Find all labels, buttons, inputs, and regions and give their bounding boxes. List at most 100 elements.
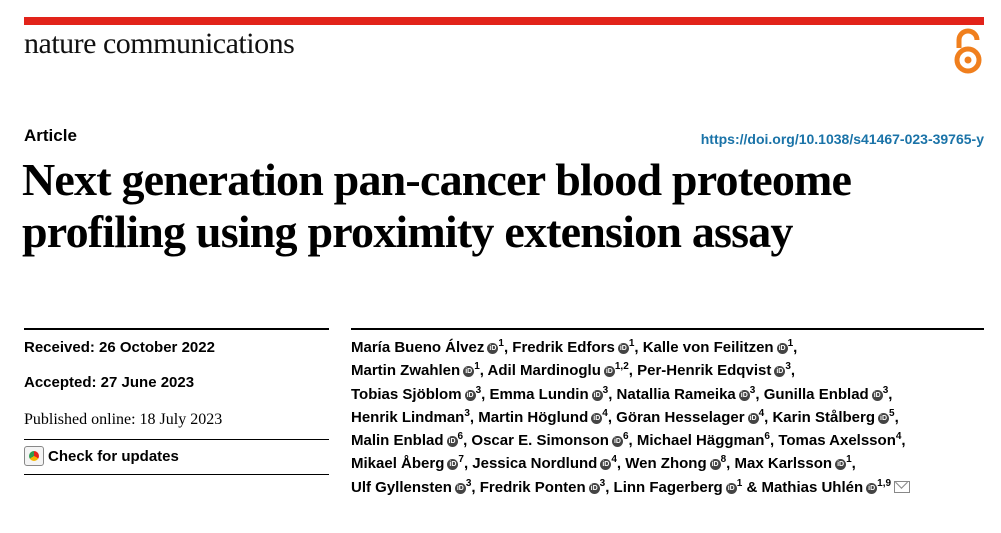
author-name[interactable]: Tobias Sjöblom iD 3 [351, 384, 482, 403]
author-name-text: Adil Mardinoglu [487, 362, 601, 380]
affiliation-marker: 3 [602, 384, 609, 396]
orcid-icon[interactable]: iD [774, 366, 786, 378]
author-name[interactable]: Fredrik Edfors iD 1 [512, 338, 635, 357]
open-access-icon[interactable] [950, 28, 986, 74]
right-top-rule [351, 328, 984, 330]
author-name[interactable]: Linn Fagerberg iD 1 [614, 477, 743, 496]
orcid-icon[interactable]: iD [617, 343, 629, 354]
orcid-icon[interactable]: iD [871, 389, 883, 401]
title-line-2: profiling using proximity extension assa… [22, 206, 793, 257]
affiliation-marker: 6 [764, 431, 770, 443]
author-name[interactable]: Kalle von Feilitzen iD 1 [642, 339, 793, 357]
author-name-text: Karin Stålberg [772, 408, 875, 426]
title-line-1: Next generation pan-cancer blood proteom… [22, 154, 852, 205]
orcid-icon[interactable]: iD [591, 412, 603, 424]
orcid-icon[interactable]: iD [709, 459, 721, 471]
affiliation-marker: 1,9 [877, 477, 892, 489]
author-name-text: Malin Enblad [351, 432, 444, 450]
check-updates-button[interactable]: Check for updates [24, 446, 179, 466]
orcid-icon[interactable]: iD [464, 389, 476, 401]
orcid-icon[interactable]: iD [878, 412, 889, 424]
affiliation-marker: 3 [749, 384, 756, 396]
affiliation-marker: 4 [611, 454, 617, 466]
author-name-text: Ulf Gyllensten [351, 478, 452, 496]
orcid-icon[interactable]: iD [611, 436, 623, 448]
author-name[interactable]: Michael Häggman6 [637, 431, 770, 450]
orcid-icon[interactable]: iD [591, 389, 603, 401]
article-title: Next generation pan-cancer blood proteom… [22, 154, 997, 258]
author-name[interactable]: Henrik Lindman3 [351, 408, 470, 426]
orcid-icon[interactable]: iD [454, 482, 466, 494]
author-line: Henrik Lindman3, Martin Höglund iD 4, Göra… [351, 407, 899, 426]
author-name-text: Max Karlsson [734, 455, 833, 473]
author-name[interactable]: Fredrik Ponten iD 3 [479, 477, 606, 496]
affiliation-marker: 4 [895, 431, 902, 443]
affiliation-marker: 1 [474, 361, 480, 373]
author-name-text: Per-Henrik Edqvist [637, 362, 772, 380]
author-name[interactable]: Jessica Nordlund iD 4 [472, 454, 617, 473]
author-name[interactable]: Karin Stålberg iD 5 [772, 408, 894, 426]
author-name[interactable]: Gunilla Enblad iD 3 [763, 384, 889, 403]
author-name[interactable]: Natallia Rameika iD 3 [617, 384, 756, 403]
orcid-icon[interactable]: iD [603, 366, 615, 378]
affiliation-marker: 3 [599, 477, 606, 489]
author-name[interactable]: Oscar E. Simonson iD 6 [471, 432, 628, 450]
author-name[interactable]: Tomas Axelsson4 [778, 431, 902, 450]
orcid-icon[interactable]: iD [725, 482, 737, 494]
author-name-text: Oscar E. Simonson [471, 432, 609, 450]
email-icon[interactable] [894, 480, 911, 493]
author-name[interactable]: María Bueno Álvez iD 1 [351, 339, 504, 357]
orcid-icon[interactable]: iD [447, 459, 459, 471]
orcid-icon[interactable]: iD [446, 436, 458, 448]
author-name-text: Kalle von Feilitzen [642, 339, 774, 356]
orcid-icon[interactable]: iD [600, 459, 612, 471]
author-name[interactable]: Martin Zwahlen iD 1 [351, 361, 480, 380]
author-name-text: Jessica Nordlund [472, 455, 598, 473]
author-name[interactable]: Max Karlsson iD 1 [734, 455, 852, 473]
affiliation-marker: 1,2 [614, 361, 629, 373]
affiliation-marker: 1 [736, 477, 743, 489]
orcid-icon[interactable]: iD [738, 389, 750, 401]
journal-name[interactable]: nature communications [24, 27, 295, 60]
affiliation-marker: 8 [720, 454, 727, 466]
author-name-text: Mikael Åberg [351, 455, 445, 473]
author-name-text: María Bueno Álvez [351, 339, 485, 356]
check-updates-label: Check for updates [48, 447, 179, 465]
author-name[interactable]: Martin Höglund iD 4 [478, 408, 608, 426]
orcid-icon[interactable]: iD [747, 412, 759, 424]
author-name[interactable]: Adil Mardinoglu iD 1,2 [487, 361, 629, 380]
affiliation-marker: 1 [628, 338, 635, 349]
author-line: Mikael Åberg iD 7, Jessica Nordlund iD 4, We… [351, 454, 856, 473]
affiliation-marker: 3 [475, 384, 482, 396]
orcid-icon[interactable]: iD [463, 366, 475, 378]
affiliation-marker: 6 [457, 431, 464, 443]
updates-top-rule [24, 439, 329, 440]
doi-link[interactable]: https://doi.org/10.1038/s41467-023-39765… [700, 131, 984, 147]
orcid-icon[interactable]: iD [588, 482, 600, 494]
top-accent-bar [24, 17, 984, 25]
author-name[interactable]: Mikael Åberg iD 7 [351, 455, 464, 473]
orcid-icon[interactable]: iD [866, 482, 878, 494]
author-name-text: Gunilla Enblad [763, 385, 869, 403]
received-date: Received: 26 October 2022 [24, 339, 215, 356]
author-name-text: Martin Zwahlen [351, 362, 461, 380]
orcid-icon[interactable]: iD [487, 343, 499, 354]
updates-bottom-rule [24, 474, 329, 475]
author-name-text: Göran Hesselager [616, 408, 745, 426]
author-name[interactable]: Wen Zhong iD 8 [625, 454, 727, 473]
author-name-text: Tobias Sjöblom [351, 385, 462, 403]
author-name[interactable]: Malin Enblad iD 6 [351, 431, 464, 450]
author-name[interactable]: Emma Lundin iD 3 [489, 384, 609, 403]
orcid-icon[interactable]: iD [776, 343, 788, 354]
author-name[interactable]: Per-Henrik Edqvist iD 3 [637, 362, 791, 380]
author-name[interactable]: Ulf Gyllensten iD 3 [351, 478, 471, 496]
author-list: María Bueno Álvez iD 1, Fredrik Edfors iD 1,… [351, 336, 991, 499]
author-name-text: Fredrik Ponten [479, 478, 586, 496]
affiliation-marker: 4 [758, 407, 765, 419]
author-line: Martin Zwahlen iD 1, Adil Mardinoglu iD 1,2,… [351, 361, 796, 380]
accepted-date: Accepted: 27 June 2023 [24, 374, 195, 391]
affiliation-marker: 3 [882, 384, 889, 396]
orcid-icon[interactable]: iD [835, 459, 847, 471]
author-name[interactable]: Göran Hesselager iD 4 [616, 407, 765, 426]
author-name[interactable]: Mathias Uhlén iD 1,9 [761, 477, 892, 496]
